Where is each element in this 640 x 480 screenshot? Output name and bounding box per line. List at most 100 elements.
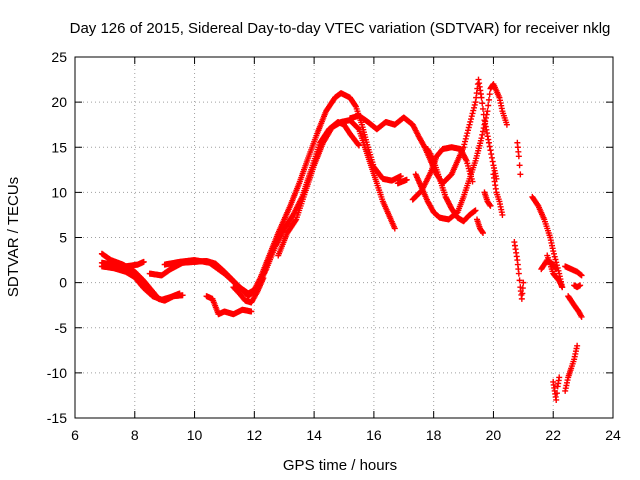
data-point <box>484 108 491 115</box>
data-point <box>520 279 527 286</box>
data-point <box>487 202 494 209</box>
data-point <box>465 127 472 134</box>
data-point <box>472 207 479 214</box>
data-point <box>578 272 585 279</box>
data-point <box>465 124 472 131</box>
data-point <box>479 228 486 235</box>
x-tick-label: 10 <box>187 427 203 443</box>
data-point <box>551 253 558 260</box>
data-point <box>469 178 476 185</box>
y-axis-label: SDTVAR / TECUs <box>5 177 22 297</box>
x-tick-label: 24 <box>605 427 621 443</box>
data-point <box>487 147 494 154</box>
data-point <box>518 295 525 302</box>
data-point <box>479 100 486 107</box>
data-point <box>515 153 522 160</box>
data-point <box>488 151 495 158</box>
data-point <box>481 121 488 128</box>
y-tick-label: 20 <box>51 94 67 110</box>
data-point <box>468 113 475 120</box>
data-point <box>466 121 473 128</box>
data-point <box>480 125 487 132</box>
x-axis-label: GPS time / hours <box>283 457 397 474</box>
data-point <box>559 284 566 291</box>
x-tick-label: 18 <box>426 427 442 443</box>
data-point <box>176 290 183 297</box>
x-tick-label: 16 <box>366 427 382 443</box>
data-point <box>467 118 474 125</box>
data-point <box>517 171 524 178</box>
data-point <box>486 143 493 150</box>
data-point <box>482 114 489 121</box>
y-tick-label: 25 <box>51 49 67 65</box>
y-tick-label: -15 <box>47 410 67 426</box>
data-point <box>470 107 477 114</box>
data-point <box>553 396 560 403</box>
x-tick-label: 12 <box>247 427 263 443</box>
axis-ticks: 6 8 10 12 14 16 18 20 22 24 -15 -10 -5 0 5 10 15 20 25 <box>47 49 621 443</box>
data-point <box>516 277 523 284</box>
chart-title: Day 126 of 2015, Sidereal Day-to-day VTE… <box>70 20 611 37</box>
data-points <box>98 76 585 403</box>
x-tick-label: 6 <box>71 427 79 443</box>
data-point <box>478 135 485 142</box>
data-point <box>479 128 486 135</box>
data-point <box>499 211 506 218</box>
y-tick-label: -10 <box>47 365 67 381</box>
data-point <box>489 158 496 165</box>
data-point <box>516 162 523 169</box>
data-point <box>469 110 476 117</box>
data-point <box>578 313 585 320</box>
data-point <box>397 173 404 180</box>
data-point <box>486 91 493 98</box>
plot-frame <box>74 56 614 419</box>
data-point <box>464 130 471 137</box>
data-point <box>577 282 584 289</box>
data-point <box>461 141 468 148</box>
data-point <box>486 201 493 208</box>
y-tick-label: 15 <box>51 139 67 155</box>
data-point <box>503 121 510 128</box>
x-tick-label: 22 <box>545 427 561 443</box>
data-point <box>488 154 495 161</box>
data-point <box>552 256 559 263</box>
data-point <box>355 142 362 149</box>
x-tick-label: 8 <box>131 427 139 443</box>
data-point <box>515 270 522 277</box>
y-tick-label: 5 <box>59 230 67 246</box>
data-point <box>550 250 557 257</box>
data-point <box>248 308 255 315</box>
data-point <box>550 248 557 255</box>
data-point <box>462 138 469 145</box>
data-point <box>391 225 398 232</box>
data-point <box>556 374 563 381</box>
data-point <box>462 135 469 142</box>
data-point <box>519 285 526 292</box>
data-point <box>485 96 492 103</box>
y-tick-label: 0 <box>59 275 67 291</box>
x-tick-label: 20 <box>486 427 502 443</box>
data-point <box>519 290 526 297</box>
data-point <box>483 111 490 118</box>
data-point <box>553 390 560 397</box>
y-tick-label: -5 <box>55 320 68 336</box>
data-point <box>485 139 492 146</box>
data-point <box>479 229 486 236</box>
data-point <box>140 258 147 265</box>
data-point <box>574 342 581 349</box>
y-tick-label: 10 <box>51 184 67 200</box>
data-point <box>478 94 485 101</box>
x-tick-label: 14 <box>306 427 322 443</box>
data-point <box>485 102 492 109</box>
data-point <box>471 104 478 111</box>
data-point <box>479 105 486 112</box>
data-point <box>479 131 486 138</box>
data-point <box>482 118 489 125</box>
data-point <box>463 132 470 139</box>
data-point <box>260 275 267 282</box>
data-point <box>471 101 478 108</box>
data-point <box>468 116 475 123</box>
data-point <box>403 176 410 183</box>
